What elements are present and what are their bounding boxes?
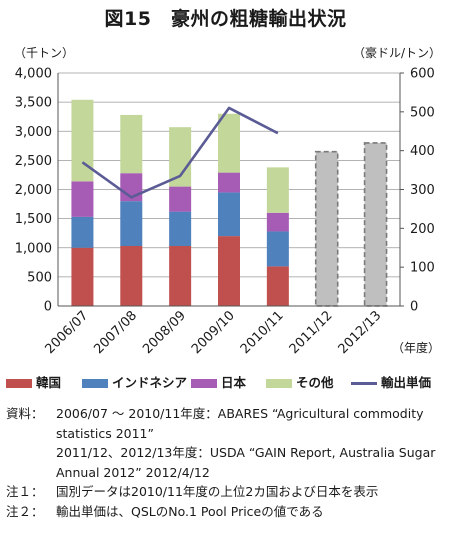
x-tick-label: 2011/12 <box>287 308 336 357</box>
bar-other <box>120 114 143 174</box>
y-right-tick-label: 0 <box>410 300 418 315</box>
bar-japan <box>266 212 289 232</box>
bar-indonesia <box>169 211 192 247</box>
chart-title: 図15 豪州の粗糖輸出状況 <box>104 8 347 30</box>
legend-swatch-indonesia <box>82 379 108 388</box>
legend-item-japan: 日本 <box>191 372 246 391</box>
y-right-tick-label: 600 <box>410 67 435 82</box>
legend-swatch-japan <box>191 379 217 388</box>
y-right-tick-label: 300 <box>410 183 435 198</box>
y-tick-label: 3,500 <box>15 96 52 111</box>
note-source-1: 資料： 2006/07 ～ 2010/11年度：ABARES “Agricult… <box>6 404 448 443</box>
notes: 資料： 2006/07 ～ 2010/11年度：ABARES “Agricult… <box>6 404 448 521</box>
x-tick-label: 2006/07 <box>42 308 91 357</box>
y-tick-label: 1,500 <box>15 212 52 227</box>
left-axis-unit: （千トン） <box>14 46 75 60</box>
y-tick-label: 4,000 <box>15 67 52 82</box>
note-label <box>6 443 56 482</box>
legend-item-price: 輸出単価 <box>351 372 431 391</box>
note-text: 2011/12、2012/13年度：USDA “GAIN Report, Aus… <box>56 445 436 480</box>
bar-other <box>266 167 289 213</box>
y-tick-label: 1,000 <box>15 241 52 256</box>
bar-korea <box>169 246 192 306</box>
bar-other <box>71 99 94 182</box>
note-label: 注１： <box>6 484 44 499</box>
legend-item-indonesia: インドネシア <box>82 372 187 391</box>
right-axis-unit: （豪ドル/トン） <box>352 46 441 60</box>
x-tick-label: 2007/08 <box>91 308 140 357</box>
x-axis-unit: （年度） <box>392 340 440 355</box>
legend-label-japan: 日本 <box>221 375 247 390</box>
note-1: 注１： 国別データは2010/11年度の上位2カ国および日本を表示 <box>6 482 448 502</box>
note-label: 資料： <box>6 406 44 421</box>
x-tick-label: 2008/09 <box>140 308 189 357</box>
legend: 韓国 インドネシア 日本 その他 輸出単価 <box>6 372 446 391</box>
note-text: 2006/07 ～ 2010/11年度：ABARES “Agricultural… <box>56 406 424 441</box>
note-text: 国別データは2010/11年度の上位2カ国および日本を表示 <box>56 484 379 499</box>
bar-forecast <box>363 142 388 307</box>
bar-indonesia <box>218 192 240 237</box>
y-right-tick-label: 200 <box>410 222 435 237</box>
x-tick-label: 2009/10 <box>189 308 238 357</box>
y-tick-label: 2,000 <box>15 183 52 198</box>
y-tick-label: 500 <box>27 270 52 285</box>
legend-label-price: 輸出単価 <box>381 375 432 390</box>
legend-swatch-other <box>266 379 292 388</box>
note-text: 輸出単価は、QSLのNo.1 Pool Priceの値である <box>56 503 324 519</box>
legend-item-korea: 韓国 <box>6 372 61 391</box>
bar-other <box>218 113 240 173</box>
price-line <box>81 106 279 199</box>
note-source-2: 2011/12、2012/13年度：USDA “GAIN Report, Aus… <box>6 443 448 482</box>
bar-japan <box>218 172 240 193</box>
bar-korea <box>120 246 143 306</box>
y-tick-label: 3,000 <box>15 125 52 140</box>
y-tick-label: 0 <box>44 300 52 315</box>
legend-label-korea: 韓国 <box>36 375 62 390</box>
note-label: 注２： <box>6 503 44 519</box>
legend-label-indonesia: インドネシア <box>112 375 188 390</box>
note-2: 注２： 輸出単価は、QSLのNo.1 Pool Priceの値である <box>6 502 448 522</box>
bar-other <box>169 127 192 187</box>
x-tick-label: 2010/11 <box>238 308 287 357</box>
y-tick-label: 2,500 <box>15 154 52 169</box>
legend-label-other: その他 <box>296 375 334 390</box>
y-right-tick-label: 400 <box>410 144 435 159</box>
bar-indonesia <box>266 231 289 267</box>
y-right-tick-label: 100 <box>410 261 435 276</box>
bar-korea <box>71 247 94 306</box>
bar-japan <box>71 181 94 217</box>
y-right-tick-label: 500 <box>410 105 435 120</box>
legend-item-other: その他 <box>266 372 334 391</box>
legend-swatch-korea <box>6 379 32 388</box>
bar-forecast <box>314 150 339 307</box>
bar-indonesia <box>120 201 143 247</box>
legend-line-price <box>351 382 377 385</box>
bar-japan <box>169 186 192 212</box>
x-tick-label: 2012/13 <box>336 308 385 357</box>
bar-indonesia <box>71 216 94 248</box>
chart-plot: 0 500 1,000 1,500 2,000 2,500 3,000 3,500 4,000 0… <box>15 67 440 358</box>
bar-korea <box>218 236 240 306</box>
bar-korea <box>266 266 289 306</box>
